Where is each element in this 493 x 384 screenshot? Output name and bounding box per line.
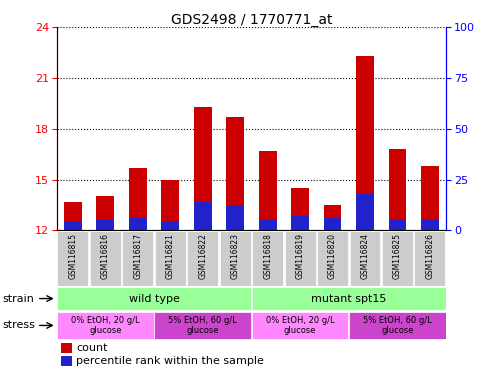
Bar [97,197,114,230]
Text: 0% EtOH, 20 g/L
glucose: 0% EtOH, 20 g/L glucose [71,316,140,335]
Text: GSM116826: GSM116826 [425,233,434,279]
Bar [57,312,154,339]
Bar [97,220,114,230]
Text: 0% EtOH, 20 g/L
glucose: 0% EtOH, 20 g/L glucose [266,316,334,335]
Bar [194,202,211,230]
Bar [64,222,82,230]
Bar [350,231,381,286]
Bar [61,343,72,353]
Bar [252,287,446,310]
Text: GSM116816: GSM116816 [101,233,110,279]
Bar [61,356,72,366]
Text: mutant spt15: mutant spt15 [311,293,387,304]
Text: stress: stress [2,320,35,331]
Bar [57,287,251,310]
Bar [58,231,88,286]
Text: GSM116819: GSM116819 [296,233,305,279]
Bar [382,231,413,286]
Text: GSM116818: GSM116818 [263,233,272,279]
Text: 5% EtOH, 60 g/L
glucose: 5% EtOH, 60 g/L glucose [169,316,237,335]
Text: percentile rank within the sample: percentile rank within the sample [76,356,264,366]
Bar [122,231,153,286]
Text: GSM116823: GSM116823 [231,233,240,279]
Bar [252,231,283,286]
Bar [220,231,250,286]
Bar [356,56,374,230]
Bar [194,107,211,230]
Bar [154,312,251,339]
Text: GDS2498 / 1770771_at: GDS2498 / 1770771_at [171,13,332,27]
Bar [226,117,244,230]
Bar [252,312,349,339]
Bar [259,220,277,230]
Bar [415,231,445,286]
Text: GSM116821: GSM116821 [166,233,175,279]
Bar [349,312,446,339]
Bar [421,220,439,230]
Text: GSM116817: GSM116817 [133,233,142,279]
Bar [388,149,406,230]
Bar [155,231,186,286]
Bar [90,231,121,286]
Bar [284,231,316,286]
Bar [161,222,179,230]
Text: GSM116820: GSM116820 [328,233,337,279]
Bar [187,231,218,286]
Bar [129,168,147,230]
Text: count: count [76,343,107,353]
Bar [323,205,342,230]
Bar [291,188,309,230]
Text: GSM116824: GSM116824 [360,233,370,279]
Bar [317,231,348,286]
Bar [129,218,147,230]
Bar [421,166,439,230]
Bar [259,151,277,230]
Bar [226,206,244,230]
Bar [388,220,406,230]
Text: GSM116815: GSM116815 [69,233,77,279]
Bar [356,194,374,230]
Bar [64,202,82,230]
Text: strain: strain [2,293,35,304]
Text: 5% EtOH, 60 g/L
glucose: 5% EtOH, 60 g/L glucose [363,316,432,335]
Bar [161,180,179,230]
Text: wild type: wild type [129,293,179,304]
Text: GSM116822: GSM116822 [198,233,207,279]
Text: GSM116825: GSM116825 [393,233,402,279]
Bar [291,216,309,230]
Bar [323,218,342,230]
